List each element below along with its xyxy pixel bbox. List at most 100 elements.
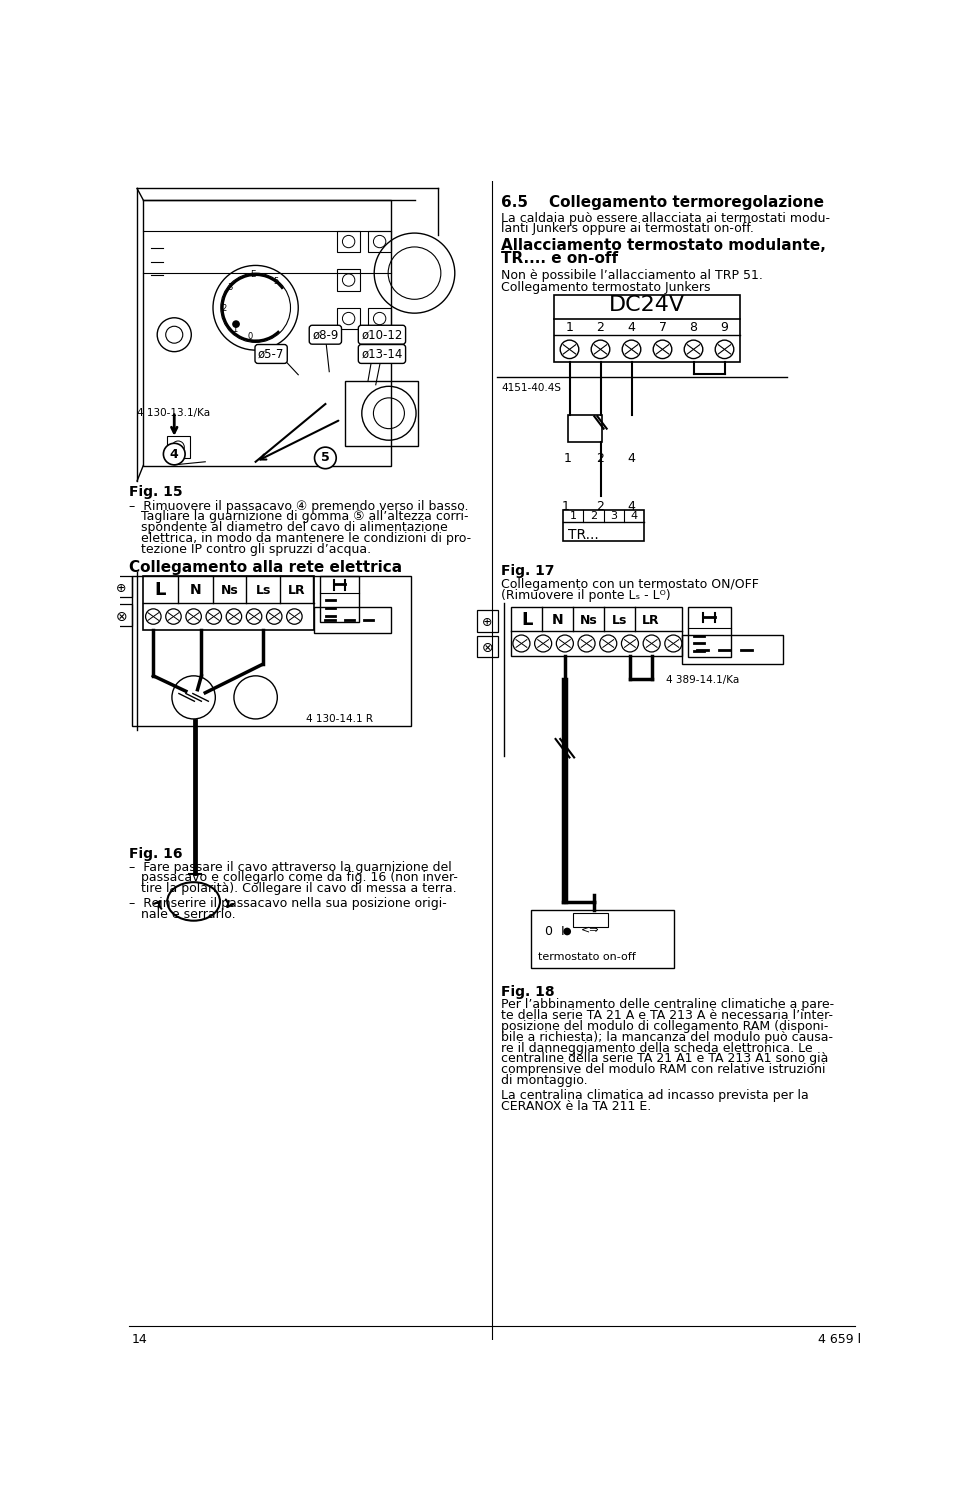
Text: 1: 1 bbox=[565, 321, 573, 334]
Text: Ns: Ns bbox=[580, 614, 598, 626]
Bar bbox=[132, 575, 411, 726]
Text: ø5-7: ø5-7 bbox=[258, 348, 284, 360]
Text: La centralina climatica ad incasso prevista per la: La centralina climatica ad incasso previ… bbox=[501, 1089, 809, 1102]
Bar bbox=[345, 381, 419, 446]
Text: ø8-9: ø8-9 bbox=[312, 328, 339, 342]
Text: L: L bbox=[521, 611, 533, 630]
Circle shape bbox=[643, 636, 660, 652]
Text: elettrica, in modo da mantenere le condizioni di pro-: elettrica, in modo da mantenere le condi… bbox=[130, 532, 471, 545]
Text: 4: 4 bbox=[631, 512, 637, 521]
Circle shape bbox=[247, 608, 262, 625]
Bar bbox=[143, 200, 392, 465]
Circle shape bbox=[715, 340, 733, 358]
Circle shape bbox=[600, 636, 616, 652]
Text: E: E bbox=[251, 270, 255, 279]
Circle shape bbox=[287, 608, 302, 625]
Text: Fig. 15: Fig. 15 bbox=[130, 485, 183, 498]
Text: comprensive del modulo RAM con relative istruzioni: comprensive del modulo RAM con relative … bbox=[501, 1063, 826, 1077]
Bar bbox=[112, 575, 132, 598]
Bar bbox=[337, 270, 360, 291]
Bar bbox=[564, 509, 644, 541]
Text: Non è possibile l’allacciamento al TRP 51.: Non è possibile l’allacciamento al TRP 5… bbox=[501, 268, 763, 282]
Text: ⊗: ⊗ bbox=[116, 610, 128, 623]
Text: re il danneggiamento della scheda elettronica. Le: re il danneggiamento della scheda elettr… bbox=[501, 1042, 813, 1054]
Text: termostato on-off: termostato on-off bbox=[539, 952, 636, 962]
Circle shape bbox=[232, 321, 240, 328]
Circle shape bbox=[513, 636, 530, 652]
Circle shape bbox=[561, 340, 579, 358]
Text: ø10-12: ø10-12 bbox=[361, 328, 402, 342]
Text: bile a richiesta); la mancanza del modulo può causa-: bile a richiesta); la mancanza del modul… bbox=[501, 1030, 833, 1044]
Bar bbox=[368, 230, 392, 253]
Bar bbox=[554, 295, 740, 361]
Bar bbox=[337, 230, 360, 253]
Text: 1: 1 bbox=[232, 325, 238, 334]
Text: 1: 1 bbox=[564, 452, 572, 465]
Text: 4151-40.4S: 4151-40.4S bbox=[501, 383, 562, 393]
Text: 4 389-14.1/Ka: 4 389-14.1/Ka bbox=[666, 675, 739, 685]
Bar bbox=[688, 607, 731, 657]
Text: 4: 4 bbox=[170, 447, 179, 461]
Text: 4: 4 bbox=[628, 452, 636, 465]
Circle shape bbox=[684, 340, 703, 358]
Bar bbox=[568, 414, 602, 441]
Text: Fig. 17: Fig. 17 bbox=[501, 565, 555, 578]
Bar bbox=[531, 910, 674, 968]
Circle shape bbox=[665, 636, 682, 652]
Circle shape bbox=[186, 608, 202, 625]
Circle shape bbox=[564, 928, 571, 935]
Text: 1: 1 bbox=[562, 500, 569, 512]
Text: ø10-12: ø10-12 bbox=[361, 328, 402, 342]
Text: –  Reinserire il passacavo nella sua posizione origi-: – Reinserire il passacavo nella sua posi… bbox=[130, 896, 447, 910]
Text: ⊕: ⊕ bbox=[116, 581, 127, 595]
Text: 4 130-13.1/Ka: 4 130-13.1/Ka bbox=[137, 408, 210, 417]
Text: N: N bbox=[189, 583, 201, 598]
Circle shape bbox=[622, 340, 641, 358]
Text: CERANOX è la TA 211 E.: CERANOX è la TA 211 E. bbox=[501, 1099, 652, 1113]
Text: 5: 5 bbox=[274, 277, 278, 286]
Text: ⊗: ⊗ bbox=[482, 642, 493, 655]
Text: –  Fare passare il cavo attraverso la guarnizione del: – Fare passare il cavo attraverso la gua… bbox=[130, 860, 452, 873]
Text: 0  I: 0 I bbox=[544, 925, 564, 938]
Circle shape bbox=[535, 636, 552, 652]
Text: Tagliare la guarnizione di gomma ⑤ all’altezza corri-: Tagliare la guarnizione di gomma ⑤ all’a… bbox=[130, 511, 468, 523]
Text: spondente al diametro del cavo di alimentazione: spondente al diametro del cavo di alimen… bbox=[130, 521, 448, 535]
Bar bbox=[112, 604, 132, 626]
Text: 14: 14 bbox=[132, 1333, 148, 1346]
Text: 2: 2 bbox=[590, 512, 597, 521]
Text: 4: 4 bbox=[628, 500, 636, 512]
Bar bbox=[368, 307, 392, 330]
Circle shape bbox=[591, 340, 610, 358]
Text: 2: 2 bbox=[596, 500, 605, 512]
Text: ø13-14: ø13-14 bbox=[361, 348, 402, 360]
Text: 1: 1 bbox=[570, 512, 577, 521]
Text: N: N bbox=[552, 613, 564, 628]
Text: <⇒: <⇒ bbox=[581, 925, 600, 935]
Text: 3: 3 bbox=[227, 283, 232, 292]
Bar bbox=[337, 307, 360, 330]
Text: 4: 4 bbox=[628, 321, 636, 334]
Text: ⊕: ⊕ bbox=[482, 616, 492, 630]
Bar bbox=[320, 575, 359, 622]
Text: –  Rimuovere il passacavo ④ premendo verso il basso.: – Rimuovere il passacavo ④ premendo vers… bbox=[130, 500, 468, 512]
Circle shape bbox=[206, 608, 222, 625]
Text: (Rimuovere il ponte Lₛ - Lᴼ): (Rimuovere il ponte Lₛ - Lᴼ) bbox=[501, 589, 671, 602]
Circle shape bbox=[146, 608, 161, 625]
Text: 7: 7 bbox=[659, 321, 666, 334]
Text: nale e serrarlo.: nale e serrarlo. bbox=[130, 908, 236, 920]
Text: te della serie TA 21 A e TA 213 A è necessaria l’inter-: te della serie TA 21 A e TA 213 A è nece… bbox=[501, 1009, 833, 1023]
Circle shape bbox=[166, 608, 181, 625]
Text: passacavo e collegarlo come da fig. 16 (non inver-: passacavo e collegarlo come da fig. 16 (… bbox=[130, 872, 458, 884]
Circle shape bbox=[653, 340, 672, 358]
Text: Fig. 18: Fig. 18 bbox=[501, 985, 555, 998]
Bar bbox=[143, 575, 314, 630]
Circle shape bbox=[621, 636, 638, 652]
Text: tezione IP contro gli spruzzi d’acqua.: tezione IP contro gli spruzzi d’acqua. bbox=[130, 542, 372, 556]
Text: lanti Junkers oppure ai termostati on-off.: lanti Junkers oppure ai termostati on-of… bbox=[501, 223, 755, 235]
Text: 9: 9 bbox=[721, 321, 729, 334]
Text: ø13-14: ø13-14 bbox=[361, 348, 402, 360]
Text: 5: 5 bbox=[321, 452, 329, 464]
Text: TR.... e on-off: TR.... e on-off bbox=[501, 252, 618, 265]
Text: 2: 2 bbox=[596, 321, 605, 334]
Circle shape bbox=[315, 447, 336, 468]
